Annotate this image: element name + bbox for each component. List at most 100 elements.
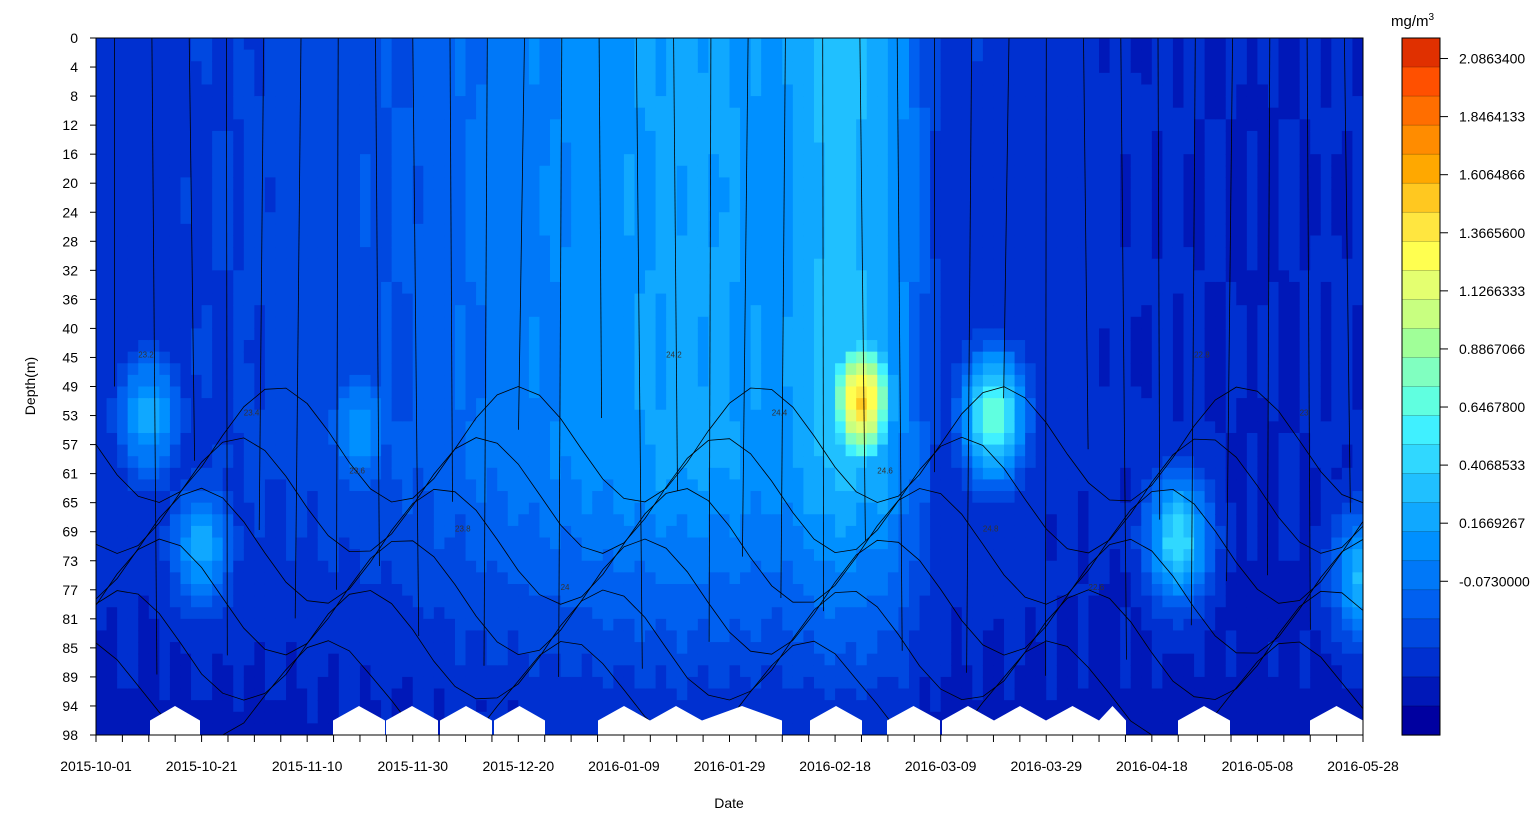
chl-cell bbox=[106, 235, 118, 248]
chl-cell bbox=[454, 444, 467, 457]
chl-cell bbox=[286, 119, 298, 132]
chl-cell bbox=[307, 711, 319, 724]
chl-cell bbox=[433, 595, 446, 608]
chl-cell bbox=[845, 189, 857, 202]
chl-cell bbox=[961, 293, 973, 306]
chl-cell bbox=[750, 270, 762, 283]
chl-cell bbox=[792, 293, 805, 306]
chl-cell bbox=[518, 467, 530, 481]
chl-cell bbox=[835, 444, 847, 457]
chl-cell bbox=[138, 432, 150, 446]
chl-cell bbox=[148, 572, 160, 585]
chl-cell bbox=[423, 223, 435, 237]
chl-cell bbox=[412, 177, 424, 190]
chl-cell bbox=[201, 165, 213, 178]
chl-cell bbox=[845, 467, 857, 481]
chl-cell bbox=[539, 223, 551, 237]
chl-cell bbox=[813, 247, 826, 260]
chl-cell bbox=[507, 247, 519, 260]
chl-cell bbox=[433, 642, 446, 655]
chl-cell bbox=[634, 351, 646, 364]
chl-cell bbox=[338, 49, 350, 62]
chl-cell bbox=[486, 165, 498, 178]
chl-cell bbox=[835, 456, 847, 469]
chl-cell bbox=[550, 723, 562, 735]
chl-cell bbox=[835, 130, 847, 144]
chl-cell bbox=[159, 38, 171, 51]
chl-cell bbox=[486, 328, 498, 341]
chl-cell bbox=[877, 711, 889, 724]
chl-cell bbox=[159, 142, 171, 155]
chl-cell bbox=[856, 386, 868, 399]
chl-cell bbox=[761, 212, 773, 225]
chl-cell bbox=[212, 456, 224, 469]
chl-cell bbox=[296, 549, 308, 562]
chl-cell bbox=[433, 479, 446, 492]
chl-cell bbox=[602, 432, 614, 446]
chl-cell bbox=[761, 398, 773, 411]
chl-cell bbox=[96, 711, 108, 724]
chl-cell bbox=[391, 409, 403, 422]
chl-cell bbox=[338, 386, 350, 399]
chl-cell bbox=[423, 38, 435, 51]
chl-cell bbox=[729, 340, 741, 353]
chl-cell bbox=[845, 491, 857, 504]
chl-cell bbox=[402, 61, 414, 74]
chl-cell bbox=[676, 84, 688, 97]
chl-cell bbox=[233, 107, 245, 120]
chl-cell bbox=[824, 154, 836, 167]
chl-cell bbox=[412, 212, 424, 225]
chl-cell bbox=[518, 618, 530, 632]
chl-cell bbox=[676, 212, 688, 225]
chl-cell bbox=[813, 72, 826, 86]
chl-cell bbox=[191, 281, 203, 295]
chl-cell bbox=[243, 293, 255, 306]
chl-cell bbox=[602, 665, 614, 678]
chl-cell bbox=[465, 72, 477, 86]
chl-cell bbox=[898, 618, 910, 632]
chl-cell bbox=[750, 212, 762, 225]
chl-cell bbox=[286, 642, 298, 655]
chl-cell bbox=[212, 514, 224, 527]
chl-cell bbox=[782, 235, 794, 248]
chl-cell bbox=[792, 525, 805, 539]
chl-cell bbox=[423, 618, 435, 632]
chl-cell bbox=[233, 119, 245, 132]
chl-cell bbox=[813, 130, 826, 144]
chl-cell bbox=[560, 398, 572, 411]
chl-cell bbox=[528, 688, 541, 701]
chl-cell bbox=[243, 595, 255, 608]
chl-cell bbox=[919, 293, 931, 306]
chl-cell bbox=[476, 328, 488, 341]
chl-cell bbox=[381, 363, 393, 376]
chl-cell bbox=[402, 398, 414, 411]
chl-cell bbox=[908, 142, 921, 155]
chl-cell bbox=[222, 96, 234, 109]
chl-cell bbox=[264, 72, 277, 86]
chl-cell bbox=[381, 165, 393, 178]
chl-cell bbox=[127, 72, 139, 86]
chl-cell bbox=[338, 61, 350, 74]
chl-cell bbox=[106, 212, 118, 225]
chl-cell bbox=[792, 618, 805, 632]
chl-cell bbox=[391, 363, 403, 376]
chl-cell bbox=[381, 305, 393, 318]
chl-cell bbox=[191, 479, 203, 492]
chl-cell bbox=[602, 409, 614, 422]
chl-cell bbox=[486, 212, 498, 225]
chl-cell bbox=[560, 665, 572, 678]
chl-cell bbox=[370, 514, 382, 527]
chl-cell bbox=[750, 444, 762, 457]
chl-cell bbox=[106, 456, 118, 469]
chl-cell bbox=[845, 618, 857, 632]
chl-cell bbox=[951, 38, 963, 51]
chl-cell bbox=[919, 618, 931, 632]
chl-cell bbox=[951, 258, 963, 271]
chl-cell bbox=[645, 653, 657, 666]
chl-cell bbox=[286, 479, 298, 492]
chl-cell bbox=[243, 328, 255, 341]
chl-cell bbox=[771, 491, 783, 504]
chl-cell bbox=[465, 642, 477, 655]
chl-cell bbox=[106, 432, 118, 446]
chl-cell bbox=[655, 514, 667, 527]
